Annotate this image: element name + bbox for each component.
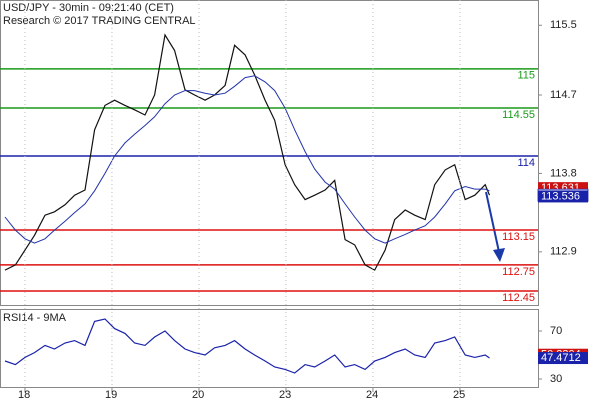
y-tick-label: 114.7: [550, 89, 577, 101]
rsi-title: RSI14 - 9MA: [3, 312, 67, 324]
price-panel: [0, 0, 539, 306]
x-tick-label: 19: [105, 389, 117, 400]
y-tick-label: 112.9: [550, 246, 577, 258]
series-line: [4, 33, 491, 271]
y-tick-label: 115.5: [550, 19, 577, 31]
x-tick-label: 18: [18, 389, 30, 400]
y-tick-label: 30: [550, 373, 562, 385]
x-tick-label: 23: [279, 389, 291, 400]
level-label: 114: [517, 157, 535, 169]
price-box: [538, 352, 588, 365]
forecast-arrowhead: [493, 248, 505, 262]
level-label: 112.45: [502, 292, 535, 304]
level-label: 115: [517, 70, 535, 82]
price-box-label: 47.4712: [541, 352, 581, 364]
y-tick-label: 70: [550, 325, 562, 337]
chart-subtitle: Research © 2017 TRADING CENTRAL: [3, 15, 196, 27]
series-line: [4, 318, 490, 374]
x-tick-label: 25: [453, 389, 465, 400]
forecast-arrow: [485, 191, 500, 253]
y-tick-label: 113.8: [550, 167, 577, 179]
chart-title: USD/JPY - 30min - 09:21:40 (CET): [3, 2, 174, 14]
x-tick-label: 20: [192, 389, 204, 400]
price-box-label: 113.536: [541, 190, 580, 202]
level-label: 114.55: [502, 109, 535, 121]
level-label: 113.15: [502, 231, 535, 243]
series-line: [4, 75, 490, 244]
level-label: 112.75: [502, 266, 535, 278]
x-tick-label: 24: [366, 389, 378, 400]
rsi-panel: [0, 309, 539, 388]
price-box: [538, 190, 588, 203]
